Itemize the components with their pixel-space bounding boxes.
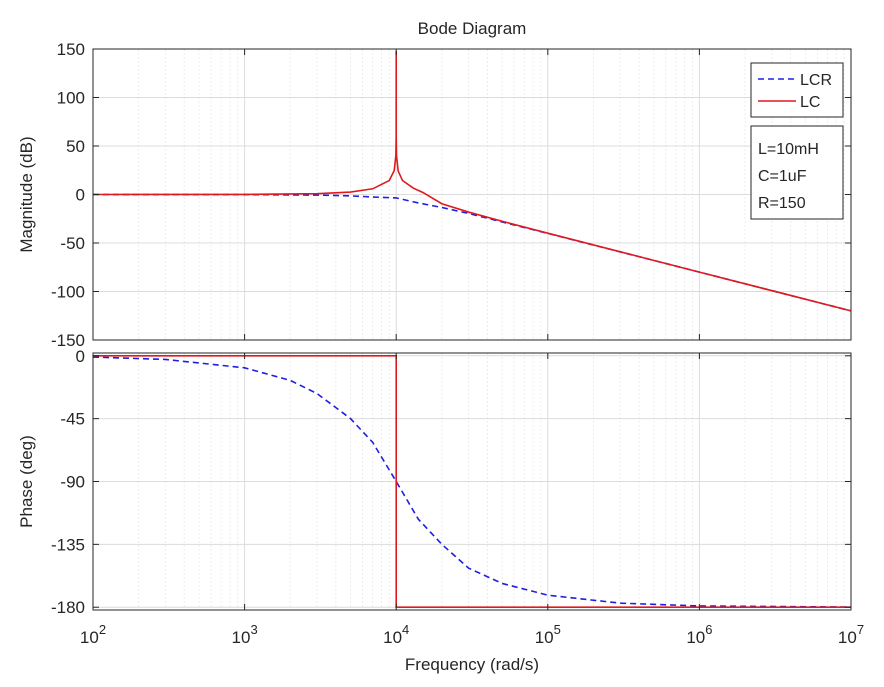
y-tick-label: -150: [51, 331, 85, 350]
magnitude-series: [92, 50, 852, 312]
x-tick-label: 106: [686, 622, 712, 647]
y-tick-label: -135: [51, 535, 85, 554]
y-tick-label: 100: [57, 89, 85, 108]
annotation-capacitance: C=1uF: [758, 168, 807, 185]
x-ticks: 102 103 104 105 106 107: [80, 49, 864, 647]
legend: LCR LC: [750, 62, 844, 118]
phase-y-ticks: 0 -45 -90 -135 -180: [51, 347, 851, 617]
magnitude-y-label: Magnitude (dB): [17, 136, 36, 252]
magnitude-plot: 150 100 50 0 -50 -100 -150 Magnitude (dB) LCR …: [17, 40, 852, 350]
y-tick-label: -45: [60, 410, 85, 429]
x-tick-label: 103: [232, 622, 258, 647]
phase-series-lcr: [92, 356, 852, 608]
y-tick-label: -100: [51, 283, 85, 302]
x-tick-label: 107: [838, 622, 864, 647]
legend-label-lcr: LCR: [800, 72, 832, 89]
x-tick-label: 104: [383, 622, 409, 647]
magnitude-series-lc: [92, 50, 852, 312]
annotation-inductance: L=10mH: [758, 141, 819, 158]
legend-box: [750, 62, 844, 118]
y-tick-label: -50: [60, 234, 85, 253]
x-tick-label: 102: [80, 622, 106, 647]
x-axis-label: Frequency (rad/s): [405, 655, 539, 674]
y-tick-label: -90: [60, 473, 85, 492]
chart-title: Bode Diagram: [418, 19, 527, 38]
magnitude-series-lcr: [92, 193, 852, 312]
phase-y-label: Phase (deg): [17, 435, 36, 528]
y-tick-label: -180: [51, 598, 85, 617]
annotation-box: [750, 125, 844, 220]
y-tick-label: 150: [57, 40, 85, 59]
x-tick-label: 105: [535, 622, 561, 647]
magnitude-y-ticks: 150 100 50 0 -50 -100 -150: [51, 40, 851, 350]
annotation-resistance: R=150: [758, 195, 806, 212]
phase-grid: [92, 353, 852, 610]
y-tick-label: 50: [66, 137, 85, 156]
phase-plot: 0 -45 -90 -135 -180 Phase (deg): [17, 347, 852, 617]
legend-label-lc: LC: [800, 94, 820, 111]
y-tick-label: 0: [76, 347, 85, 366]
parameter-annotation: L=10mH C=1uF R=150: [750, 125, 844, 220]
y-tick-label: 0: [76, 186, 85, 205]
